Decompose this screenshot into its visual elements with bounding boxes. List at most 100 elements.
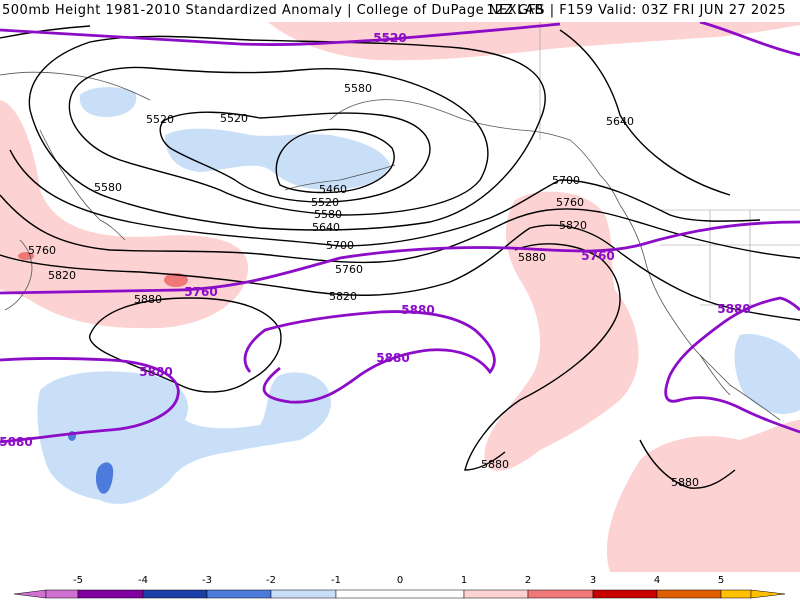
state-borders xyxy=(660,210,800,305)
contour-label-5880: 5880 xyxy=(481,458,509,471)
legend-swatch-neg1 xyxy=(270,589,337,599)
legend-tick: -2 xyxy=(266,575,276,586)
anomaly-fill-neg-bering xyxy=(79,87,137,118)
ref-label-5880: 5880 xyxy=(717,302,750,316)
ref-label-5880: 5880 xyxy=(376,351,409,365)
contour-label-5820: 5820 xyxy=(559,219,587,232)
contour-5520-inner xyxy=(159,111,431,203)
coastline-alaska-peninsula xyxy=(284,164,396,191)
contour-5640 xyxy=(28,35,546,231)
contour-label-5580: 5580 xyxy=(314,208,342,221)
contour-label-5640: 5640 xyxy=(606,115,634,128)
ref-label-5520: 5520 xyxy=(373,31,406,45)
contour-label-5460: 5460 xyxy=(319,183,347,196)
anomaly-core-pos-1 xyxy=(164,273,188,287)
contour-label-5880: 5880 xyxy=(518,251,546,264)
legend-tick: 0 xyxy=(397,575,403,586)
legend-swatch-neg5 xyxy=(45,589,79,599)
contour-label-5880: 5880 xyxy=(134,293,162,306)
reference-contours xyxy=(0,22,800,444)
ref-label-5880: 5880 xyxy=(401,303,434,317)
color-legend: -5 -4 -3 -2 -1 0 1 2 3 4 5 xyxy=(13,575,786,599)
coastline-siberia xyxy=(0,71,151,101)
contour-label-5700: 5700 xyxy=(326,239,354,252)
coastline-japan xyxy=(4,239,33,311)
legend-color-bar xyxy=(13,589,786,599)
legend-swatch-neg2 xyxy=(206,589,272,599)
contour-label-5640: 5640 xyxy=(312,221,340,234)
ref-contour-5880-mid xyxy=(243,310,496,404)
coastlines xyxy=(0,71,781,421)
legend-tick: 3 xyxy=(590,575,596,586)
positive-anomaly-fills xyxy=(0,22,800,572)
contour-label-5820: 5820 xyxy=(329,290,357,303)
legend-swatch-pos5 xyxy=(720,589,752,599)
legend-arrow-right xyxy=(750,589,786,599)
contour-5880-west xyxy=(88,297,282,393)
anomaly-fill-pos-eastpac xyxy=(606,420,800,572)
anomaly-fill-pos-northpac xyxy=(484,191,639,471)
contour-5520-north xyxy=(0,25,91,39)
coastline-kamchatka xyxy=(39,129,101,221)
run-info: 12Z GFS | F159 Valid: 03Z FRI JUN 27 202… xyxy=(486,3,786,18)
contour-label-5520: 5520 xyxy=(220,112,248,125)
anomaly-fill-pos-westpac xyxy=(0,100,249,329)
ref-contour-5520-east xyxy=(699,22,800,57)
map-title: 500mb Height 1981-2010 Standardized Anom… xyxy=(2,3,544,18)
legend-swatch-neg4 xyxy=(77,589,144,599)
contour-5880-east xyxy=(464,243,621,471)
map-canvas: 5580 5520 5520 5580 5460 5520 5580 5640 … xyxy=(0,22,800,572)
ref-label-5880: 5880 xyxy=(0,435,33,449)
legend-tick: 4 xyxy=(654,575,660,586)
ref-contour-5520 xyxy=(0,22,561,46)
legend-tick-labels: -5 -4 -3 -2 -1 0 1 2 3 4 5 xyxy=(73,575,724,586)
contour-5700 xyxy=(9,149,761,247)
contour-label-5520: 5520 xyxy=(146,113,174,126)
legend-swatch-pos4 xyxy=(656,589,722,599)
ref-label-5880: 5880 xyxy=(139,365,172,379)
reference-contour-labels: 5520 5760 5760 5880 5880 5880 5880 5880 xyxy=(0,31,751,449)
anomaly-fill-neg-mexico xyxy=(734,334,800,415)
contour-label-5760: 5760 xyxy=(335,263,363,276)
contour-5460 xyxy=(275,128,395,194)
legend-swatch-pos1 xyxy=(463,589,529,599)
legend-swatch-pos3 xyxy=(592,589,658,599)
coastline-alaska xyxy=(329,99,621,206)
coastline-kurils xyxy=(99,219,126,241)
header-bar: 500mb Height 1981-2010 Standardized Anom… xyxy=(0,0,800,22)
legend-tick: -3 xyxy=(202,575,212,586)
contour-label-5820: 5820 xyxy=(48,269,76,282)
ref-contour-5880-west xyxy=(0,357,180,444)
contour-5820 xyxy=(0,224,800,321)
contour-label-5700: 5700 xyxy=(552,174,580,187)
ref-contour-5760 xyxy=(0,220,800,295)
contour-label-5580: 5580 xyxy=(344,82,372,95)
legend-tick: -1 xyxy=(331,575,341,586)
legend-arrow-left xyxy=(13,589,47,599)
contour-5640-north xyxy=(559,29,731,196)
legend-tick: 5 xyxy=(718,575,724,586)
contour-label-5520: 5520 xyxy=(311,196,339,209)
anomaly-core-neg-1 xyxy=(95,462,114,494)
coastline-baja xyxy=(699,354,731,396)
anomaly-fill-pos-arctic xyxy=(268,22,800,61)
anomaly-fill-neg-central xyxy=(37,371,331,504)
contour-label-5880: 5880 xyxy=(671,476,699,489)
contour-5580-center xyxy=(68,66,489,216)
contour-5880-far-east xyxy=(639,439,736,489)
contour-label-5760: 5760 xyxy=(28,244,56,257)
contour-label-5760: 5760 xyxy=(556,196,584,209)
legend-tick: 1 xyxy=(461,575,467,586)
coastline-bc xyxy=(619,204,781,421)
ref-contour-5880-east xyxy=(664,296,800,434)
legend-swatch-neg3 xyxy=(142,589,208,599)
positive-anomaly-cores xyxy=(18,252,188,287)
legend-swatch-zero xyxy=(335,589,465,599)
legend-swatch-pos2 xyxy=(527,589,594,599)
ref-label-5760: 5760 xyxy=(581,249,614,263)
legend-tick: -4 xyxy=(138,575,148,586)
legend-tick: 2 xyxy=(525,575,531,586)
contour-label-5580: 5580 xyxy=(94,181,122,194)
anomaly-core-pos-2 xyxy=(18,252,34,260)
